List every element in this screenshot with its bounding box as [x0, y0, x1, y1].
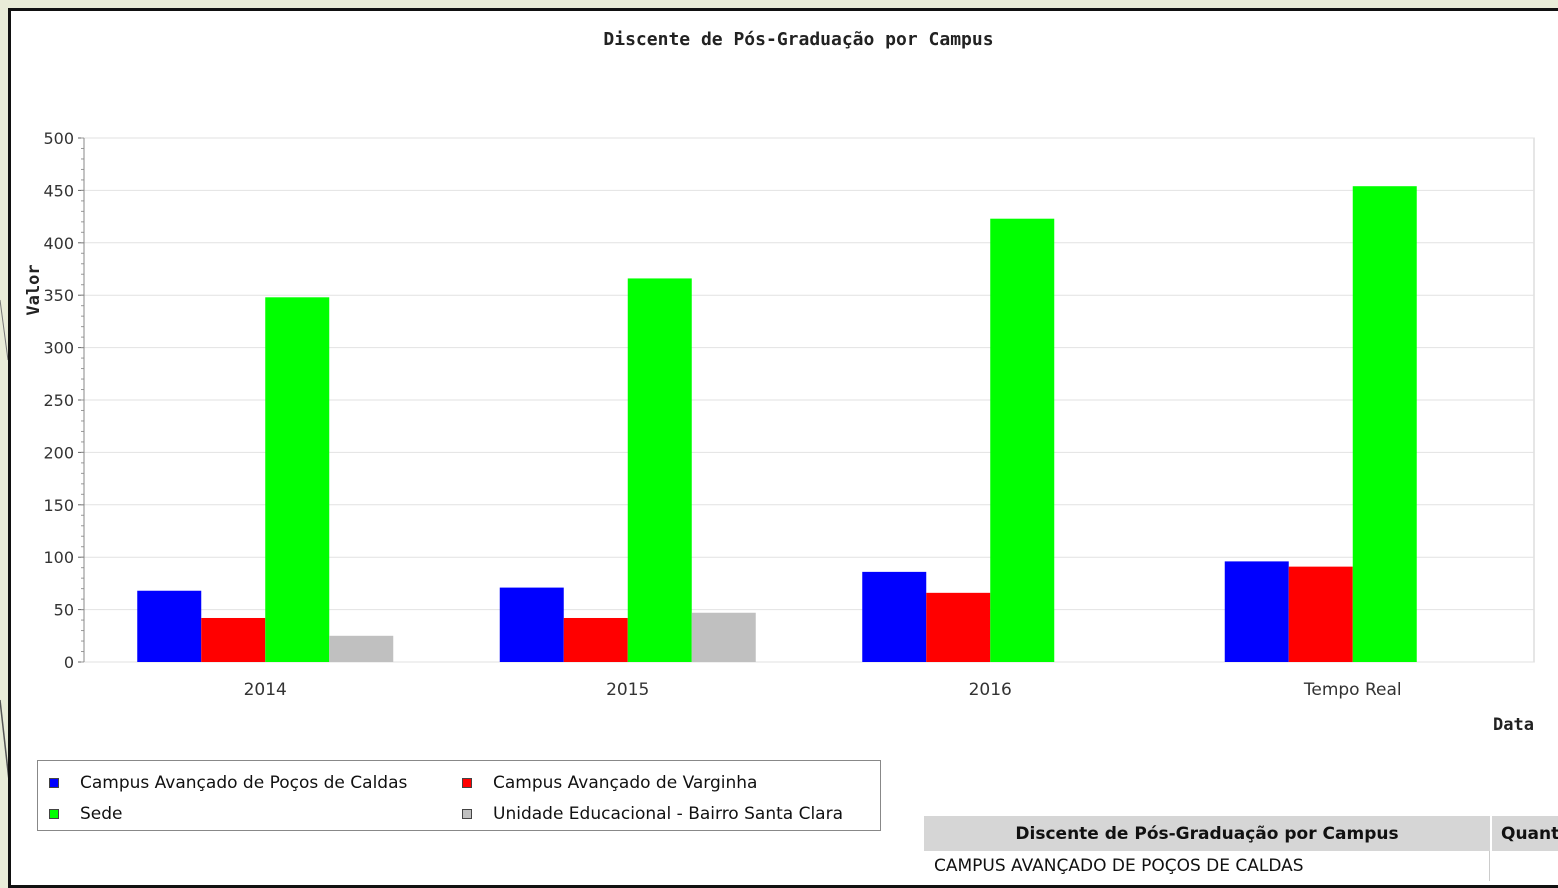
table-header-campus: Discente de Pós-Graduação por Campus [1015, 823, 1399, 844]
legend-item-santa-clara: Unidade Educacional - Bairro Santa Clara [462, 803, 843, 825]
legend-label: Unidade Educacional - Bairro Santa Clara [493, 804, 844, 824]
chart-title: Discente de Pós-Graduação por Campus [603, 29, 994, 50]
bar-campus-avan-ado-de-po-os-de-caldas-tempo-real [1224, 561, 1289, 662]
y-tick-label: 500 [43, 129, 74, 148]
chart-plot: 0 50 100 150 200 250 300 350 400 450 500 2014 2015 20… [24, 129, 1535, 735]
bar-campus-avan-ado-de-varginha-2016 [926, 592, 991, 662]
x-tick-label: 2014 [244, 680, 287, 700]
table-cell-campus: CAMPUS AVANÇADO DE POÇOS DE CALDAS [934, 856, 1304, 876]
bar-sede-2014 [265, 297, 330, 662]
y-tick-label: 100 [43, 548, 74, 567]
y-tick-label: 400 [43, 234, 74, 253]
y-tick-label: 300 [43, 339, 74, 358]
y-tick-label: 350 [43, 286, 74, 305]
x-tick-label: 2016 [969, 680, 1012, 700]
x-axis-label: Data [1493, 715, 1534, 735]
legend-item-pocos-de-caldas: Campus Avançado de Poços de Caldas [49, 772, 407, 794]
bar-campus-avan-ado-de-varginha-2014 [201, 617, 266, 662]
legend-swatch-blue [49, 778, 59, 788]
legend-label: Campus Avançado de Varginha [493, 773, 758, 793]
legend-swatch-red [462, 778, 472, 788]
bar-sede-tempo-real [1352, 186, 1417, 662]
legend-label: Sede [80, 804, 123, 824]
bar-unidade-educacional-bairro-santa-clara-2015 [691, 612, 756, 662]
y-axis-label: Valor [24, 264, 44, 315]
legend-swatch-green [49, 809, 59, 819]
bar-campus-avan-ado-de-po-os-de-caldas-2014 [137, 590, 202, 662]
legend-item-varginha: Campus Avançado de Varginha [462, 772, 757, 794]
bar-sede-2016 [990, 218, 1055, 663]
bar-campus-avan-ado-de-po-os-de-caldas-2016 [862, 571, 927, 662]
y-tick-label: 150 [43, 496, 74, 515]
chart-legend: Campus Avançado de Poços de Caldas Campu… [37, 760, 881, 831]
chart-panel: Discente de Pós-Graduação por Campus 0 50… [8, 8, 1558, 888]
bar-campus-avan-ado-de-varginha-tempo-real [1288, 566, 1353, 662]
y-tick-label: 0 [64, 653, 74, 672]
y-tick-label: 50 [54, 601, 74, 620]
table-cell-quantity [1489, 851, 1558, 881]
table-header: Discente de Pós-Graduação por Campus Qua… [924, 816, 1558, 851]
x-tick-label: Tempo Real [1303, 680, 1402, 700]
bar-campus-avan-ado-de-po-os-de-caldas-2015 [499, 587, 564, 662]
y-tick-label: 450 [43, 181, 74, 200]
bar-campus-avan-ado-de-varginha-2015 [563, 617, 628, 662]
y-tick-label: 200 [43, 443, 74, 462]
y-tick-label: 250 [43, 391, 74, 410]
bar-sede-2015 [627, 278, 692, 662]
legend-item-sede: Sede [49, 803, 123, 825]
legend-label: Campus Avançado de Poços de Caldas [80, 773, 408, 793]
table-header-quantity: Quant [1490, 816, 1558, 851]
bar-unidade-educacional-bairro-santa-clara-2014 [329, 635, 394, 662]
legend-swatch-gray [462, 809, 472, 819]
data-table: Discente de Pós-Graduação por Campus Qua… [924, 816, 1558, 881]
x-tick-label: 2015 [606, 680, 649, 700]
table-row: CAMPUS AVANÇADO DE POÇOS DE CALDAS [924, 851, 1558, 881]
